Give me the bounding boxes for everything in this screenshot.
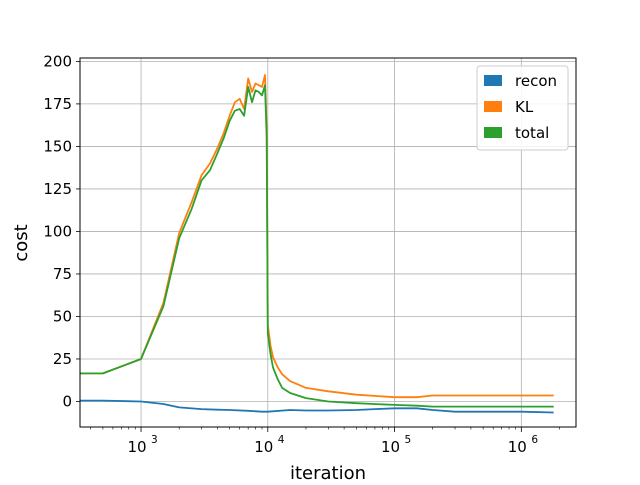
series-line-total	[80, 84, 554, 408]
series-layer	[80, 74, 554, 414]
y-tick-label: 0	[62, 392, 72, 410]
legend-swatch-recon	[484, 75, 502, 86]
y-tick-label: 50	[53, 307, 72, 325]
legend-label-recon: recon	[515, 72, 557, 90]
y-tick-label: 175	[43, 95, 72, 113]
y-tick-label: 125	[43, 180, 72, 198]
x-tick-label: 10	[254, 438, 273, 456]
legend: recon KL total	[476, 65, 569, 151]
series-line-recon	[80, 399, 554, 414]
y-tick-label: 75	[53, 265, 72, 283]
y-tick-label: 25	[53, 350, 72, 368]
legend-label-KL: KL	[515, 98, 534, 116]
x-tick-label: 10	[127, 438, 146, 456]
series-line-KL	[80, 74, 554, 399]
legend-swatch-total	[484, 127, 502, 138]
x-tick-label: 10	[381, 438, 400, 456]
x-axis-label: iteration	[290, 463, 366, 480]
x-tick-exponent: 5	[405, 434, 412, 446]
x-tick-exponent: 6	[531, 434, 538, 446]
x-tick-label: 10	[508, 438, 527, 456]
y-tick-label: 150	[43, 137, 72, 155]
y-tick-label: 200	[43, 52, 72, 70]
legend-label-total: total	[515, 124, 549, 142]
x-tick-exponent: 3	[151, 434, 158, 446]
y-tick-label: 100	[43, 222, 72, 240]
ticks-layer: 0 25 50 75 100 125 150 175 200 10 3 10 4 10 5 10 6	[43, 52, 560, 456]
y-axis-label: cost	[11, 224, 32, 261]
legend-swatch-KL	[484, 101, 502, 112]
x-tick-exponent: 4	[278, 434, 285, 446]
